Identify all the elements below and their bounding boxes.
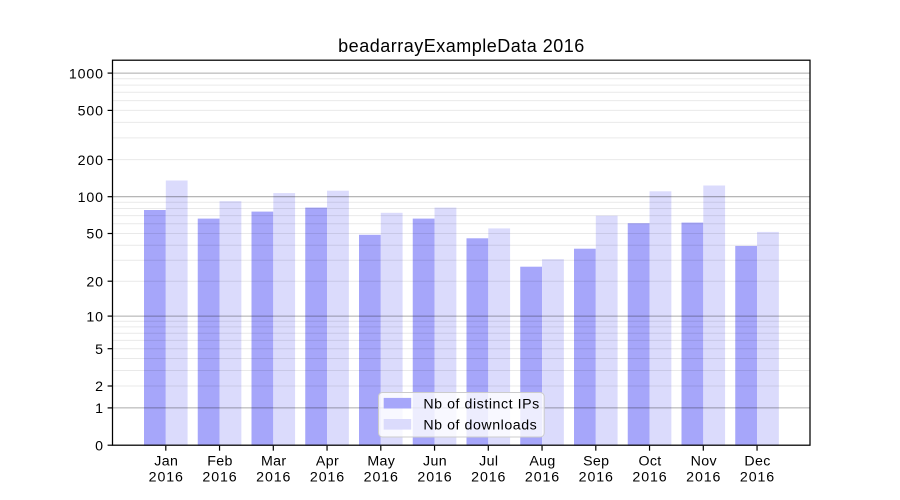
svg-text:Sep: Sep: [583, 454, 609, 470]
svg-text:Nb of downloads: Nb of downloads: [423, 418, 537, 434]
svg-text:Jul: Jul: [479, 454, 498, 470]
svg-text:Jun: Jun: [423, 454, 447, 470]
svg-text:2016: 2016: [417, 469, 452, 485]
svg-text:2016: 2016: [149, 469, 184, 485]
svg-text:2016: 2016: [364, 469, 399, 485]
svg-text:Apr: Apr: [316, 454, 339, 470]
svg-text:20: 20: [86, 274, 103, 290]
svg-text:Aug: Aug: [529, 454, 555, 470]
svg-text:Nov: Nov: [691, 454, 718, 470]
svg-text:May: May: [367, 454, 395, 470]
svg-text:2016: 2016: [525, 469, 560, 485]
svg-text:Oct: Oct: [638, 454, 661, 470]
svg-text:2016: 2016: [632, 469, 667, 485]
svg-text:2016: 2016: [471, 469, 506, 485]
svg-text:Feb: Feb: [207, 454, 233, 470]
svg-text:2016: 2016: [202, 469, 237, 485]
svg-text:5: 5: [95, 342, 104, 358]
svg-text:2016: 2016: [740, 469, 775, 485]
svg-text:2016: 2016: [256, 469, 291, 485]
svg-text:2016: 2016: [310, 469, 345, 485]
svg-text:1000: 1000: [69, 66, 104, 82]
svg-text:Nb of distinct IPs: Nb of distinct IPs: [423, 396, 539, 412]
svg-text:50: 50: [86, 227, 103, 243]
svg-text:2016: 2016: [579, 469, 614, 485]
svg-text:0: 0: [95, 438, 104, 454]
svg-text:beadarrayExampleData 2016: beadarrayExampleData 2016: [338, 36, 585, 56]
svg-text:1: 1: [95, 401, 104, 417]
svg-text:Jan: Jan: [154, 454, 178, 470]
svg-text:2016: 2016: [686, 469, 721, 485]
svg-text:100: 100: [78, 190, 104, 206]
svg-text:Dec: Dec: [744, 454, 770, 470]
svg-text:500: 500: [78, 104, 104, 120]
svg-text:200: 200: [78, 153, 104, 169]
svg-text:10: 10: [86, 309, 103, 325]
svg-text:2: 2: [95, 379, 104, 395]
svg-text:Mar: Mar: [261, 454, 286, 470]
